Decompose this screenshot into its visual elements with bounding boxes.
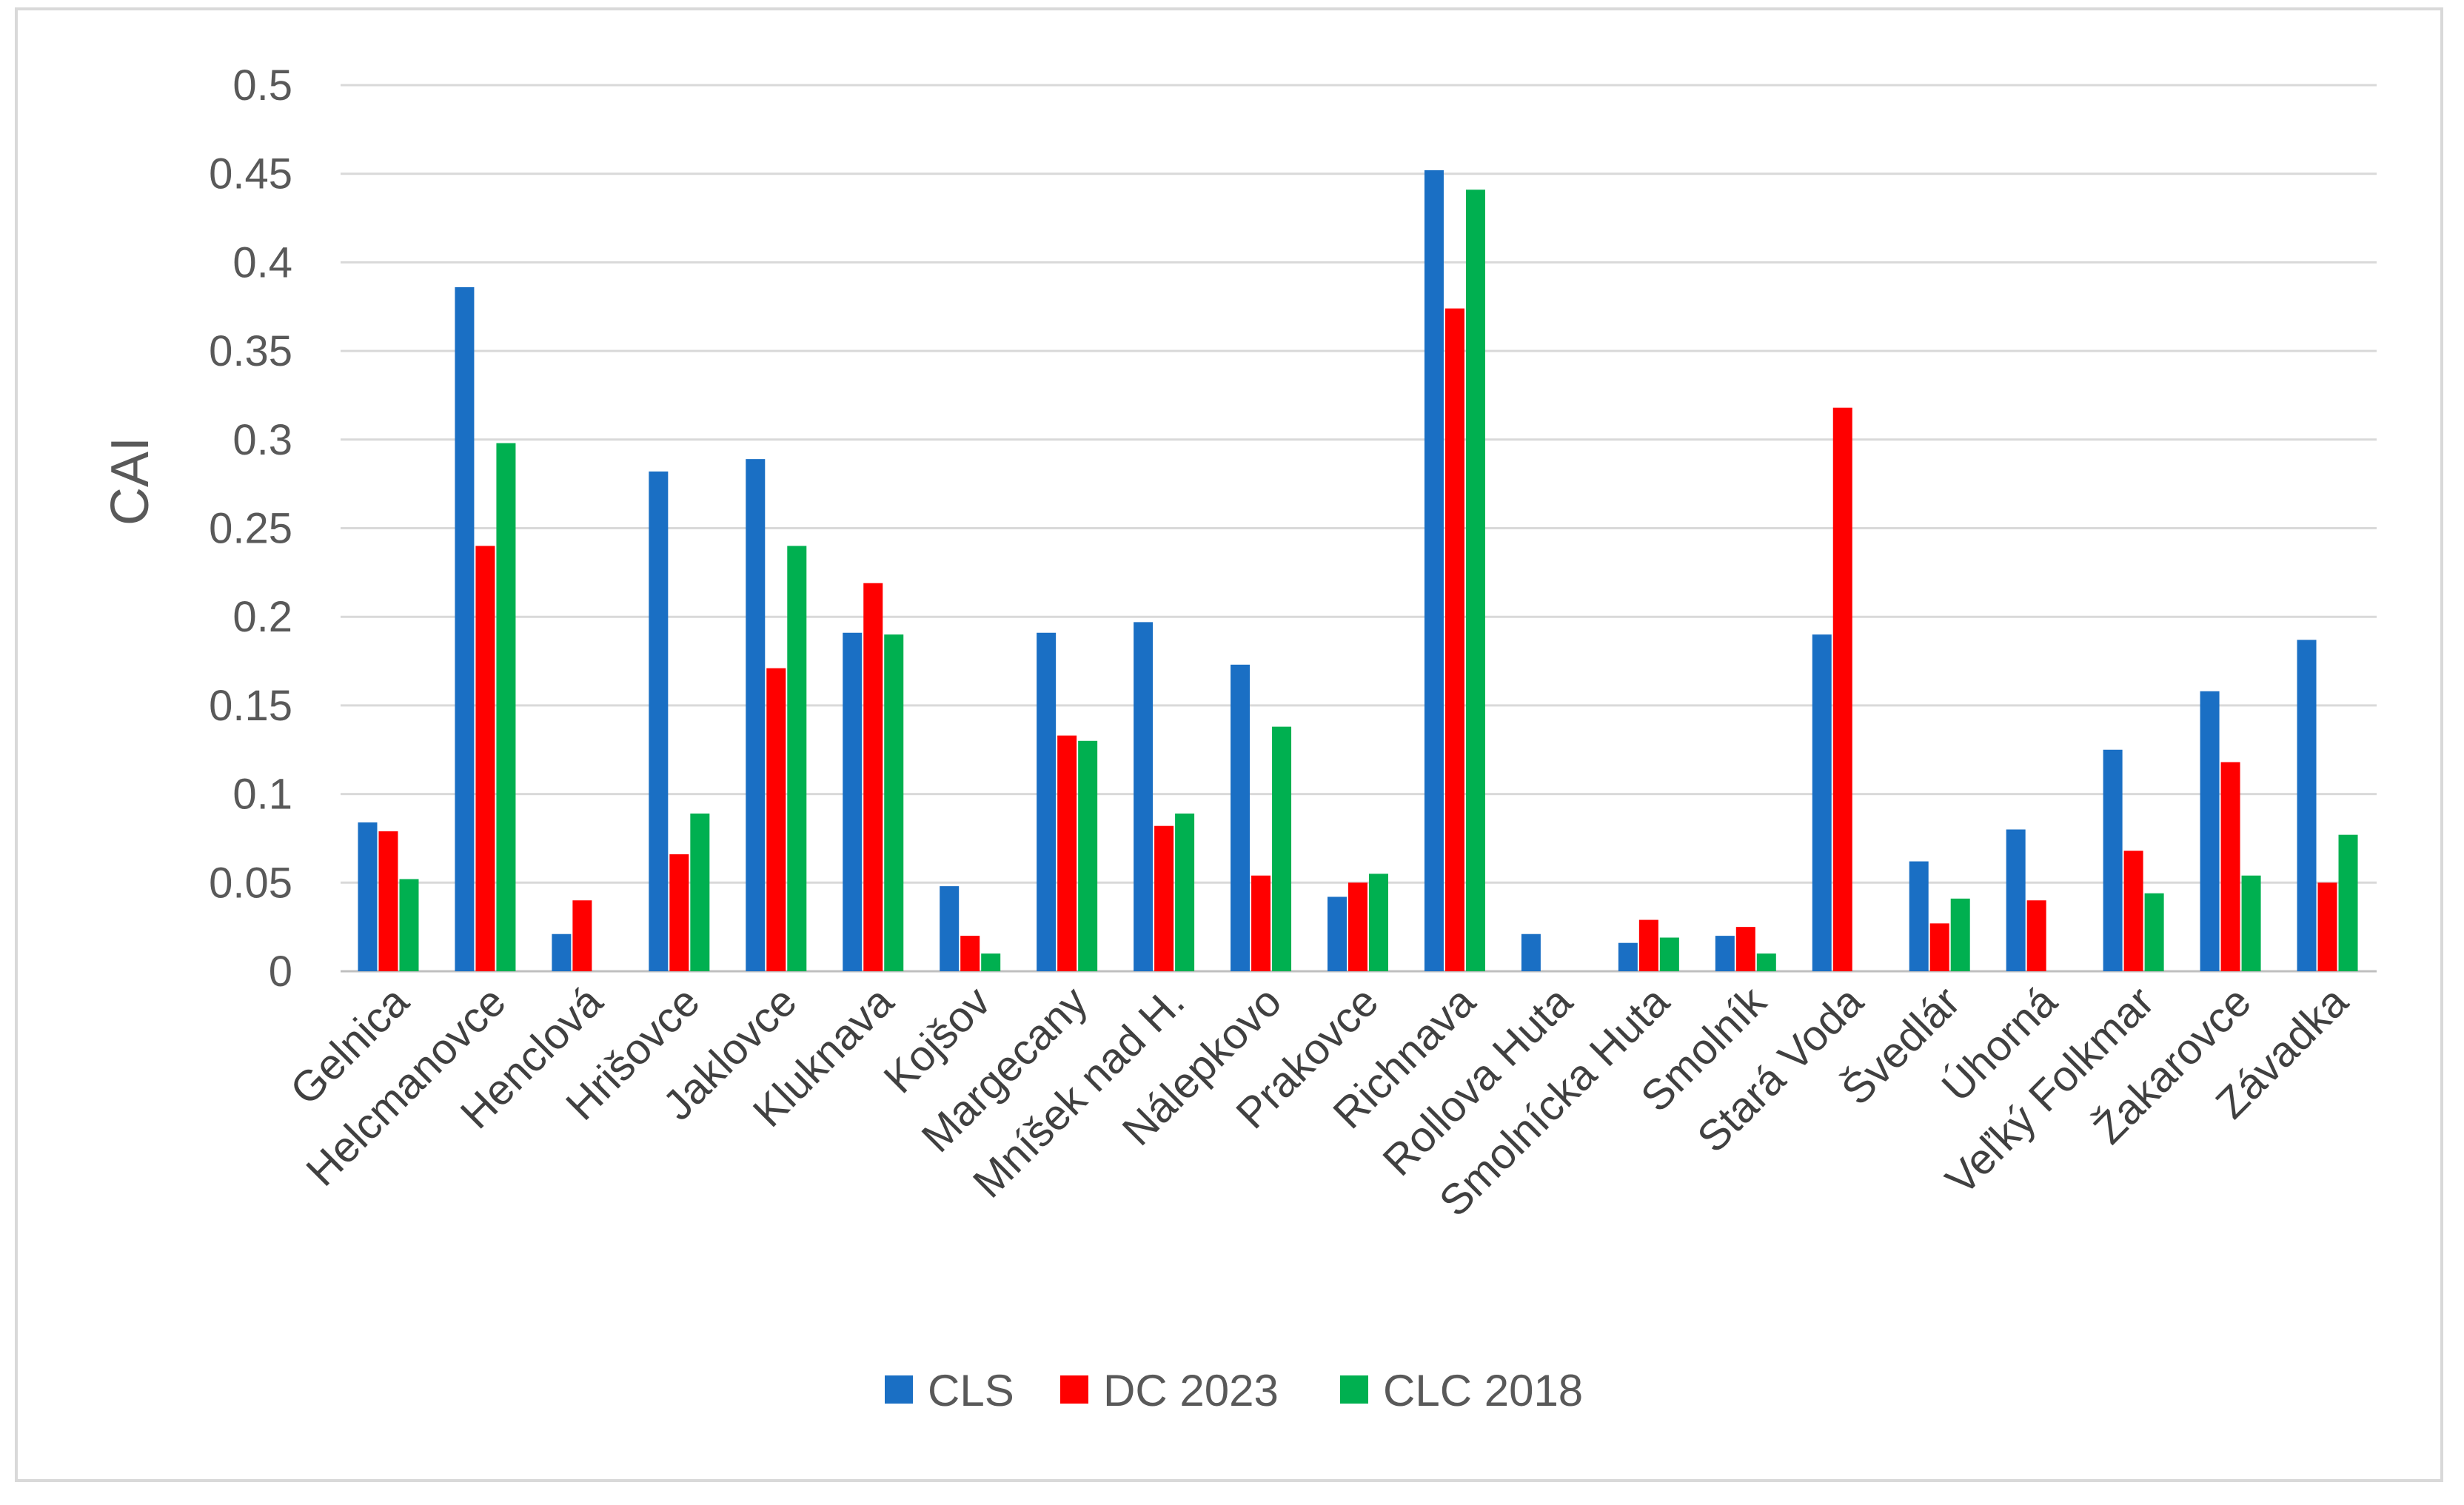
y-tick-label: 0.2 (232, 593, 292, 641)
y-tick-label: 0.25 (209, 505, 292, 553)
bar-clc-2018 (2338, 834, 2358, 971)
y-tick-label: 0.3 (232, 416, 292, 464)
bar-cls (1521, 933, 1541, 971)
y-tick-label: 0 (269, 948, 292, 996)
bar-dc-2023 (475, 546, 495, 971)
bar-cls (1328, 896, 1347, 971)
legend-label: CLC 2018 (1383, 1366, 1583, 1415)
bar-clc-2018 (884, 634, 904, 971)
y-tick-label: 0.35 (209, 327, 292, 375)
bar-cls (455, 286, 475, 971)
bar-dc-2023 (1057, 735, 1077, 971)
bar-cls (2297, 640, 2317, 971)
bar-cls (2006, 829, 2026, 971)
bar-cls (2200, 691, 2220, 971)
bar-dc-2023 (1929, 923, 1949, 971)
bar-cls (1037, 632, 1057, 971)
bar-dc-2023 (1832, 407, 1852, 971)
bar-dc-2023 (960, 936, 980, 971)
bar-cls (1424, 170, 1444, 972)
y-tick-label: 0.4 (232, 238, 292, 286)
bar-clc-2018 (787, 546, 807, 971)
y-tick-label: 0.15 (209, 682, 292, 730)
bar-clc-2018 (1175, 813, 1195, 971)
legend: CLS DC 2023 CLC 2018 (885, 1366, 1583, 1415)
bar-cls (1812, 634, 1832, 971)
bar-cls (1909, 861, 1929, 971)
bar-dc-2023 (2026, 900, 2046, 971)
bar-clc-2018 (1659, 937, 1679, 971)
y-tick-labels: 0 0.05 0.1 0.15 0.2 0.25 0.3 0.35 0.4 0.45 0.5 (209, 61, 292, 996)
y-tick-label: 0.1 (232, 771, 292, 819)
legend-swatch-dc-2023 (1060, 1375, 1088, 1404)
bar-cls (940, 886, 960, 971)
bar-cls (1715, 936, 1735, 971)
bar-clc-2018 (399, 879, 419, 971)
bar-clc-2018 (1272, 726, 1292, 971)
bar-cls (746, 459, 766, 971)
bar-clc-2018 (2144, 893, 2164, 971)
y-axis-label: CAI (101, 437, 160, 526)
legend-swatch-cls (885, 1375, 913, 1404)
y-tick-label: 0.45 (209, 150, 292, 198)
bar-clc-2018 (981, 953, 1001, 971)
bar-clc-2018 (1369, 874, 1388, 971)
bar-dc-2023 (1638, 919, 1658, 971)
bar-clc-2018 (496, 443, 516, 971)
bar-cls (1231, 664, 1251, 971)
bar-dc-2023 (378, 831, 398, 971)
bar-clc-2018 (690, 813, 710, 971)
bar-dc-2023 (1251, 875, 1271, 971)
gridlines (341, 84, 2377, 973)
bar-dc-2023 (2220, 762, 2240, 971)
bar-dc-2023 (766, 668, 786, 971)
bar-clc-2018 (1756, 953, 1776, 971)
legend-label: DC 2023 (1103, 1366, 1279, 1415)
legend-swatch-clc-2018 (1340, 1375, 1368, 1404)
bar-clc-2018 (1465, 190, 1485, 972)
bar-dc-2023 (2123, 851, 2143, 971)
bar-cls (2103, 749, 2123, 971)
chart-frame (15, 7, 2443, 1482)
legend-label: CLS (928, 1366, 1014, 1415)
bar-dc-2023 (572, 900, 592, 971)
bar-cls (358, 822, 378, 971)
bar-dc-2023 (2317, 882, 2337, 971)
bar-cls (1134, 622, 1154, 971)
bar-dc-2023 (1348, 882, 1367, 971)
bar-clc-2018 (2241, 875, 2261, 971)
bars (358, 170, 2358, 972)
y-tick-label: 0.5 (232, 61, 292, 110)
bar-dc-2023 (1735, 927, 1755, 971)
bar-cls (843, 632, 863, 971)
bar-dc-2023 (1444, 308, 1464, 971)
category-labels: GelnicaHelcmanovceHenclováHrišovceJaklov… (281, 977, 2358, 1226)
bar-dc-2023 (1154, 825, 1174, 971)
bar-cls (552, 933, 572, 971)
bar-clc-2018 (1078, 740, 1098, 971)
bar-dc-2023 (669, 854, 689, 971)
bar-clc-2018 (1950, 898, 1970, 971)
bar-cls (1618, 942, 1638, 971)
bar-dc-2023 (863, 583, 883, 971)
bar-cls (649, 471, 669, 971)
y-tick-label: 0.05 (209, 859, 292, 907)
